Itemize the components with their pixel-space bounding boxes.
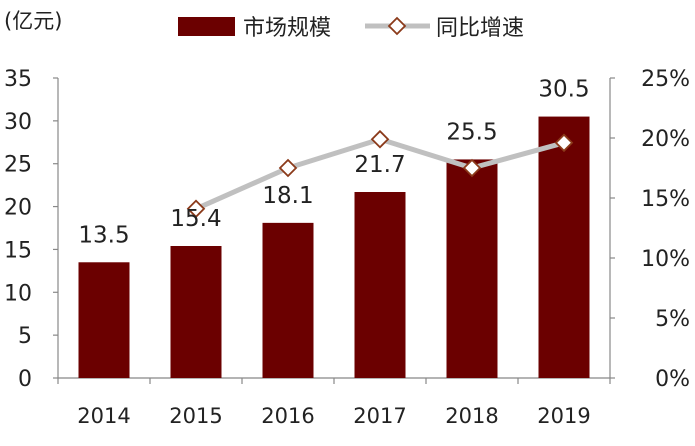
left-axis-tick-label: 0	[18, 367, 32, 392]
x-axis-tick-label: 2014	[77, 404, 130, 428]
right-axis-tick-label: 10%	[641, 247, 690, 272]
left-axis-tick-label: 5	[18, 324, 32, 349]
growth-point	[186, 199, 206, 219]
legend-label-bar: 市场规模	[243, 16, 331, 41]
left-axis-unit-label: (亿元)	[4, 9, 62, 33]
bar	[262, 222, 314, 378]
bar	[78, 262, 130, 378]
right-axis-tick-label: 0%	[655, 367, 690, 392]
growth-point	[278, 158, 298, 178]
bar-value-label: 18.1	[262, 183, 313, 209]
left-axis-tick-label: 15	[4, 238, 32, 263]
x-axis-tick-label: 2018	[445, 404, 498, 428]
legend-swatch-bar	[178, 17, 235, 36]
bar	[446, 159, 498, 378]
bar-value-label: 15.4	[170, 206, 221, 232]
growth-point	[462, 158, 482, 178]
bar-value-label: 30.5	[538, 77, 589, 103]
right-axis-tick-label: 20%	[641, 127, 690, 152]
x-axis-tick-label: 2015	[169, 404, 222, 428]
growth-point	[370, 129, 390, 149]
x-axis-tick-label: 2017	[353, 404, 406, 428]
bar-series	[78, 116, 590, 379]
bar	[354, 192, 406, 378]
bar-value-label: 21.7	[354, 152, 405, 178]
axes: 0 5 10 15 20 25 30 35 0% 5% 10% 15% 20% 25% 2014 2015 20…	[4, 67, 690, 428]
bar	[170, 246, 222, 378]
left-axis-tick-label: 35	[4, 67, 32, 92]
right-axis-tick-label: 5%	[655, 307, 690, 332]
x-axis-tick-label: 2019	[537, 404, 590, 428]
legend-label-line: 同比增速	[436, 16, 524, 41]
bar-value-label: 13.5	[78, 222, 129, 248]
growth-point	[554, 133, 574, 153]
right-axis-tick-label: 25%	[641, 67, 690, 92]
left-axis-tick-label: 20	[4, 196, 32, 221]
bar-value-label: 25.5	[446, 119, 497, 145]
right-axis-tick-label: 15%	[641, 187, 690, 212]
data-labels: 13.5 15.4 18.1 21.7 25.5 30.5	[78, 77, 589, 249]
legend-marker-diamond	[387, 16, 407, 36]
bar	[538, 116, 590, 379]
left-axis-tick-label: 25	[4, 153, 32, 178]
left-axis-tick-label: 30	[4, 110, 32, 135]
legend: 市场规模 同比增速	[178, 16, 524, 41]
line-series	[186, 129, 574, 219]
left-axis-tick-label: 10	[4, 281, 32, 306]
x-axis-tick-label: 2016	[261, 404, 314, 428]
